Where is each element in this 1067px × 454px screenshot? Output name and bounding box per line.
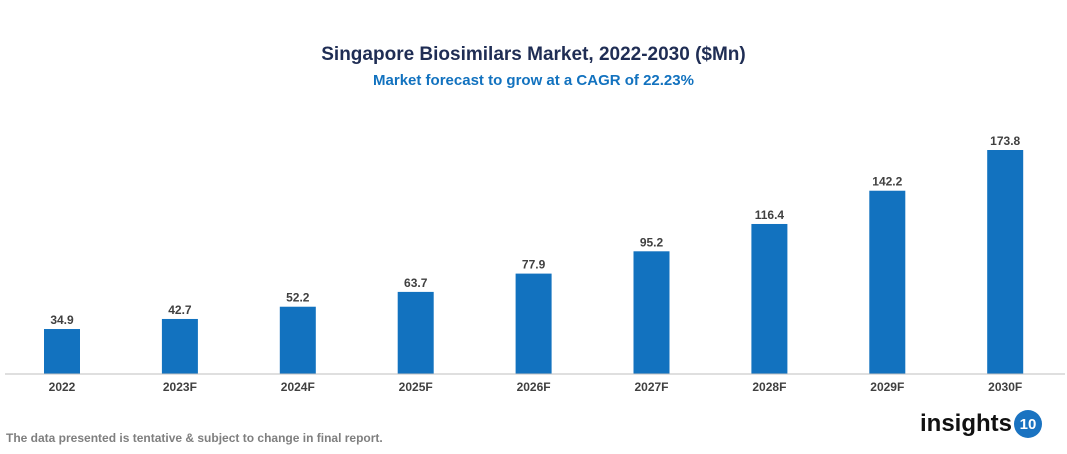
logo-number: 10 bbox=[1014, 410, 1043, 438]
disclaimer-note: The data presented is tentative & subjec… bbox=[6, 431, 383, 445]
data-label: 52.2 bbox=[286, 291, 310, 305]
chart-subtitle: Market forecast to grow at a CAGR of 22.… bbox=[373, 72, 694, 89]
x-tick-label: 2026F bbox=[517, 380, 551, 394]
insights10-logo: insights 10 bbox=[920, 410, 1043, 438]
bar-2025F bbox=[397, 291, 434, 374]
x-tick-label: 2025F bbox=[399, 380, 433, 394]
bar-2028F bbox=[751, 223, 788, 374]
bar-chart: 34.9 2022 42.7 2023F 52.2 2024F 63.7 2025F 77.9 2… bbox=[5, 134, 1065, 394]
x-tick-label: 2022 bbox=[49, 380, 76, 394]
bar-2023F bbox=[161, 318, 198, 374]
bar-2030F bbox=[987, 150, 1024, 374]
data-label: 42.7 bbox=[168, 303, 192, 317]
data-label: 77.9 bbox=[522, 258, 546, 272]
bar-2026F bbox=[515, 273, 552, 374]
bar-2022 bbox=[44, 329, 80, 374]
x-tick-label: 2030F bbox=[988, 380, 1022, 394]
x-tick-label: 2029F bbox=[870, 380, 904, 394]
bar-2029F bbox=[869, 190, 906, 374]
bar-2024F bbox=[279, 306, 316, 374]
x-tick-label: 2028F bbox=[752, 380, 786, 394]
bar-2027F bbox=[633, 251, 670, 374]
data-label: 173.8 bbox=[990, 134, 1020, 148]
x-tick-label: 2024F bbox=[281, 380, 315, 394]
data-label: 116.4 bbox=[755, 208, 785, 222]
data-label: 95.2 bbox=[640, 235, 664, 249]
x-tick-label: 2027F bbox=[634, 380, 668, 394]
chart-title: Singapore Biosimilars Market, 2022-2030 … bbox=[321, 44, 746, 65]
data-label: 142.2 bbox=[872, 175, 902, 189]
data-label: 34.9 bbox=[50, 313, 74, 327]
x-tick-label: 2023F bbox=[163, 380, 197, 394]
data-label: 63.7 bbox=[404, 276, 428, 290]
logo-text: insights bbox=[920, 410, 1013, 437]
